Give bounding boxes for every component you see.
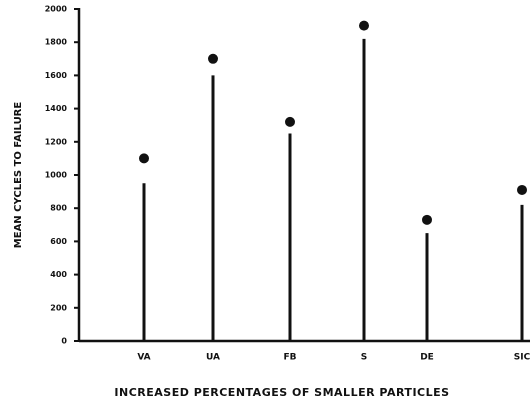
y-tick-label: 1600	[45, 71, 68, 80]
x-tick-label: DE	[420, 353, 434, 363]
x-tick-label: FB	[283, 353, 296, 363]
y-tick-label: 1000	[45, 171, 68, 180]
x-axis-label: INCREASED PERCENTAGES OF SMALLER PARTICL…	[114, 386, 449, 399]
y-tick-label: 800	[50, 204, 67, 213]
y-tick-label: 0	[61, 337, 67, 346]
y-tick-label: 400	[50, 270, 67, 279]
y-tick-label: 1800	[45, 38, 68, 47]
y-axis-label: MEAN CYCLES TO FAILURE	[13, 102, 24, 249]
x-tick-label: SIC	[514, 353, 530, 363]
x-tick-label: S	[361, 353, 367, 363]
dot	[208, 53, 218, 64]
dot	[422, 214, 432, 225]
x-tick-label: VA	[137, 353, 150, 363]
dot	[285, 116, 295, 127]
y-tick-label: 600	[50, 237, 67, 246]
y-tick-label: 1400	[45, 104, 68, 113]
dot	[359, 20, 369, 31]
y-tick-label: 200	[50, 303, 67, 312]
y-tick-label: 2000	[45, 5, 68, 14]
y-tick-label: 1200	[45, 137, 68, 146]
x-tick-label: UA	[206, 353, 220, 363]
dot	[517, 184, 527, 195]
dot	[139, 153, 149, 164]
